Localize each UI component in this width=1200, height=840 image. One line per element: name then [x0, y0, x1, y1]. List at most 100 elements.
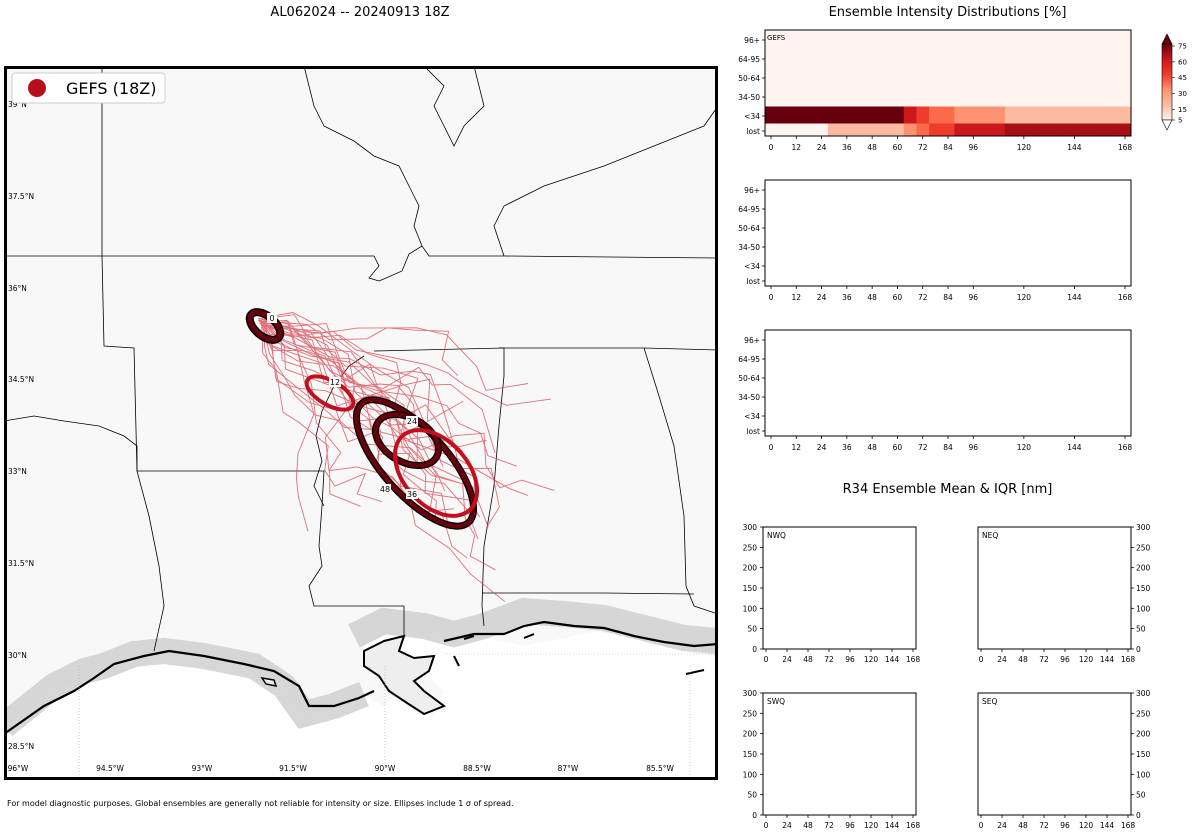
y-tick-label: 300: [1136, 523, 1151, 532]
ensemble-track: [263, 323, 506, 603]
ensemble-track: [257, 319, 451, 529]
coastal-shading-east: [348, 597, 718, 654]
x-tick-label: 120: [1017, 293, 1032, 302]
x-tick-label: 120: [1017, 143, 1032, 152]
x-tick-label: 12: [792, 143, 802, 152]
ensemble-track: [261, 318, 382, 503]
x-tick-label: 24: [817, 143, 827, 152]
ensemble-tracks: [257, 312, 555, 603]
colorbar-tick-label: 60: [1178, 58, 1187, 66]
colorbar-top-arrow: [1161, 33, 1173, 45]
x-tick-label: 72: [824, 821, 834, 830]
lon-label-91.5: 91.5°W: [279, 764, 307, 773]
ellipse-label-36: 36: [407, 490, 417, 499]
intensity-panel-2: 96+ 64-95 50-64 34-50 <34 lost 0 12 24 36 48 60 72 8…: [738, 179, 1133, 302]
heatmap-cell: [1055, 106, 1069, 124]
coastline-west: [4, 649, 375, 735]
heatmap-cell: [941, 123, 955, 136]
x-tick-label: 120: [864, 655, 879, 664]
x-tick-label: 60: [893, 443, 903, 452]
land-area: [4, 66, 718, 726]
x-tick-label: 168: [906, 655, 921, 664]
lon-label-96: 96°W: [8, 764, 29, 773]
x-tick-label: 168: [1118, 293, 1133, 302]
heatmap-cell: [891, 106, 905, 124]
ensemble-track: [263, 322, 449, 526]
ensemble-track: [260, 322, 417, 425]
lat-label-37.5: 37.5°N: [8, 192, 34, 201]
colorbar-bottom-arrow: [1161, 119, 1173, 131]
lat-label-39: 39°N: [8, 100, 27, 109]
heatmap-frame: [764, 329, 1132, 437]
y-tick-label: 200: [1136, 564, 1151, 573]
y-tick-label: 50: [1136, 625, 1146, 634]
x-tick-label: 120: [1079, 821, 1094, 830]
ensemble-track: [265, 319, 361, 507]
r34-quadrant-label: NEQ: [982, 531, 998, 540]
x-tick-label: 0: [979, 655, 984, 664]
lat-label-36: 36°N: [8, 284, 27, 293]
heatmap-model-label: GEFS: [767, 34, 786, 42]
heatmap-cell: [941, 106, 955, 124]
x-tick-label: 0: [764, 655, 769, 664]
r34-quadrant-label: SWQ: [767, 697, 785, 706]
lon-label-90: 90°W: [375, 764, 396, 773]
ensemble-track: [259, 320, 479, 540]
uncertainty-ellipses: [245, 308, 480, 530]
x-tick-label: 144: [1067, 143, 1082, 152]
ensemble-track: [259, 320, 459, 377]
lat-label-33: 33°N: [8, 467, 27, 476]
heatmap-cell: [789, 106, 804, 124]
heatmap-cell: [1106, 106, 1120, 124]
heatmap-cell: [1080, 123, 1094, 136]
y-tick-label: 250: [1136, 709, 1151, 718]
page-title: AL062024 -- 20240913 18Z: [270, 5, 450, 20]
x-tick-label: 60: [893, 143, 903, 152]
heatmap-cell: [1068, 106, 1082, 124]
x-tick-label: 144: [885, 821, 900, 830]
x-tick-label: 84: [943, 143, 953, 152]
x-tick-label: 24: [997, 821, 1007, 830]
heatmap-cell: [1055, 123, 1069, 136]
heatmap-cell: [1080, 106, 1094, 124]
y-tick-label: 96+: [744, 186, 760, 195]
heatmap-cell: [1118, 123, 1132, 136]
y-tick-label: 200: [1136, 730, 1151, 739]
x-tick-label: 120: [864, 821, 879, 830]
x-tick-label: 36: [842, 143, 852, 152]
y-tick-label: <34: [744, 112, 760, 121]
x-tick-label: 48: [867, 293, 877, 302]
coastline-barrier: [453, 633, 705, 675]
y-tick-label: 100: [743, 604, 758, 613]
coastline-east: [443, 620, 718, 648]
heatmap-cell: [1004, 123, 1018, 136]
heatmap-cell: [903, 106, 917, 124]
ensemble-track: [263, 321, 489, 528]
heatmap-cell: [1030, 106, 1044, 124]
heatmap-cell: [827, 106, 841, 124]
heatmap-cell: [916, 123, 930, 136]
x-tick-label: 72: [1039, 821, 1049, 830]
y-tick-label: 250: [743, 543, 758, 552]
lon-label-94.5: 94.5°W: [96, 764, 124, 773]
heatmap-cell: [891, 123, 905, 136]
heatmap-frame: [764, 179, 1132, 287]
lon-label-85.5: 85.5°W: [646, 764, 674, 773]
heatmap-cell: [840, 106, 854, 124]
x-tick-label: 48: [867, 443, 877, 452]
heatmap-cell: [954, 123, 968, 136]
ellipse-label-48: 48: [380, 485, 390, 494]
heatmap-cells: [765, 106, 1132, 136]
heatmap-cell: [966, 123, 981, 136]
heatmap-cell: [1068, 123, 1082, 136]
map-frame: [4, 66, 718, 780]
heatmap-cell: [777, 106, 791, 124]
ensemble-track: [258, 320, 517, 467]
heatmap-cell: [1106, 123, 1120, 136]
x-tick-label: 168: [1118, 143, 1133, 152]
heatmap-cell: [765, 106, 778, 124]
intensity-panel-3: 96+ 64-95 50-64 34-50 <34 lost 0 12 24 36 48 60 72 8…: [738, 329, 1132, 452]
y-tick-label: 64-95: [738, 205, 760, 214]
x-tick-label: 96: [845, 655, 855, 664]
x-tick-label: 0: [769, 293, 774, 302]
